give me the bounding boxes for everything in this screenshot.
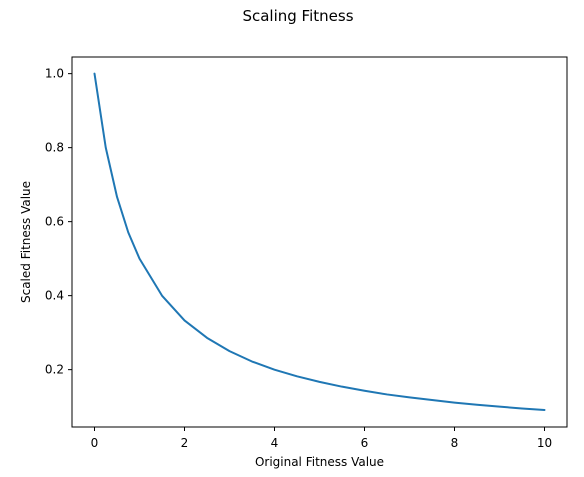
x-tick-label: 2	[181, 436, 189, 450]
plot-area	[72, 57, 567, 427]
y-tick-label: 0.8	[45, 141, 64, 155]
y-axis-ticks: 0.2 0.4 0.6 0.8 1.0	[45, 67, 72, 377]
x-tick-label: 6	[361, 436, 369, 450]
line-layer	[93, 72, 546, 411]
x-tick-label: 0	[91, 436, 99, 450]
x-tick-label: 4	[271, 436, 279, 450]
x-tick-label: 10	[537, 436, 552, 450]
y-tick-label: 0.6	[45, 215, 64, 229]
y-axis-label: Scaled Fitness Value	[19, 181, 33, 303]
y-tick-label: 1.0	[45, 67, 64, 81]
plot-frame	[71, 56, 568, 428]
y-tick-label: 0.4	[45, 289, 64, 303]
y-tick-label: 0.2	[45, 363, 64, 377]
series-line	[93, 72, 546, 411]
x-axis-ticks: 0 2 4 6 8 10	[91, 427, 552, 450]
x-tick-label: 8	[451, 436, 459, 450]
x-axis-label: Original Fitness Value	[255, 455, 384, 469]
chart-title: Scaling Fitness	[242, 7, 353, 25]
